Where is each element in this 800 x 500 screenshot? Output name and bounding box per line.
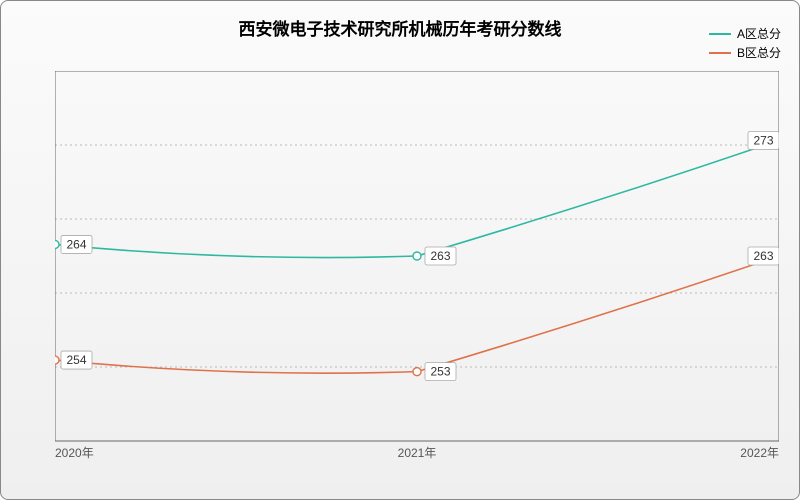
legend-swatch-a: [709, 33, 731, 35]
legend-label-b: B区总分: [737, 44, 781, 61]
svg-text:253: 253: [430, 365, 450, 379]
chart-container: 西安微电子技术研究所机械历年考研分数线 A区总分 B区总分 247253.425…: [0, 0, 800, 500]
svg-text:273: 273: [753, 133, 773, 147]
legend: A区总分 B区总分: [709, 25, 781, 63]
svg-text:2020年: 2020年: [55, 446, 94, 460]
svg-text:2021年: 2021年: [398, 446, 437, 460]
svg-text:264: 264: [66, 237, 86, 251]
chart-title: 西安微电子技术研究所机械历年考研分数线: [1, 15, 799, 40]
plot-area: 247253.4259.8266.2272.62792020年2021年2022…: [55, 71, 779, 465]
legend-label-a: A区总分: [737, 25, 781, 42]
svg-text:254: 254: [66, 353, 86, 367]
legend-item-b: B区总分: [709, 44, 781, 61]
svg-text:263: 263: [753, 249, 773, 263]
legend-item-a: A区总分: [709, 25, 781, 42]
legend-swatch-b: [709, 52, 731, 54]
svg-text:2022年: 2022年: [740, 446, 779, 460]
svg-text:263: 263: [430, 249, 450, 263]
